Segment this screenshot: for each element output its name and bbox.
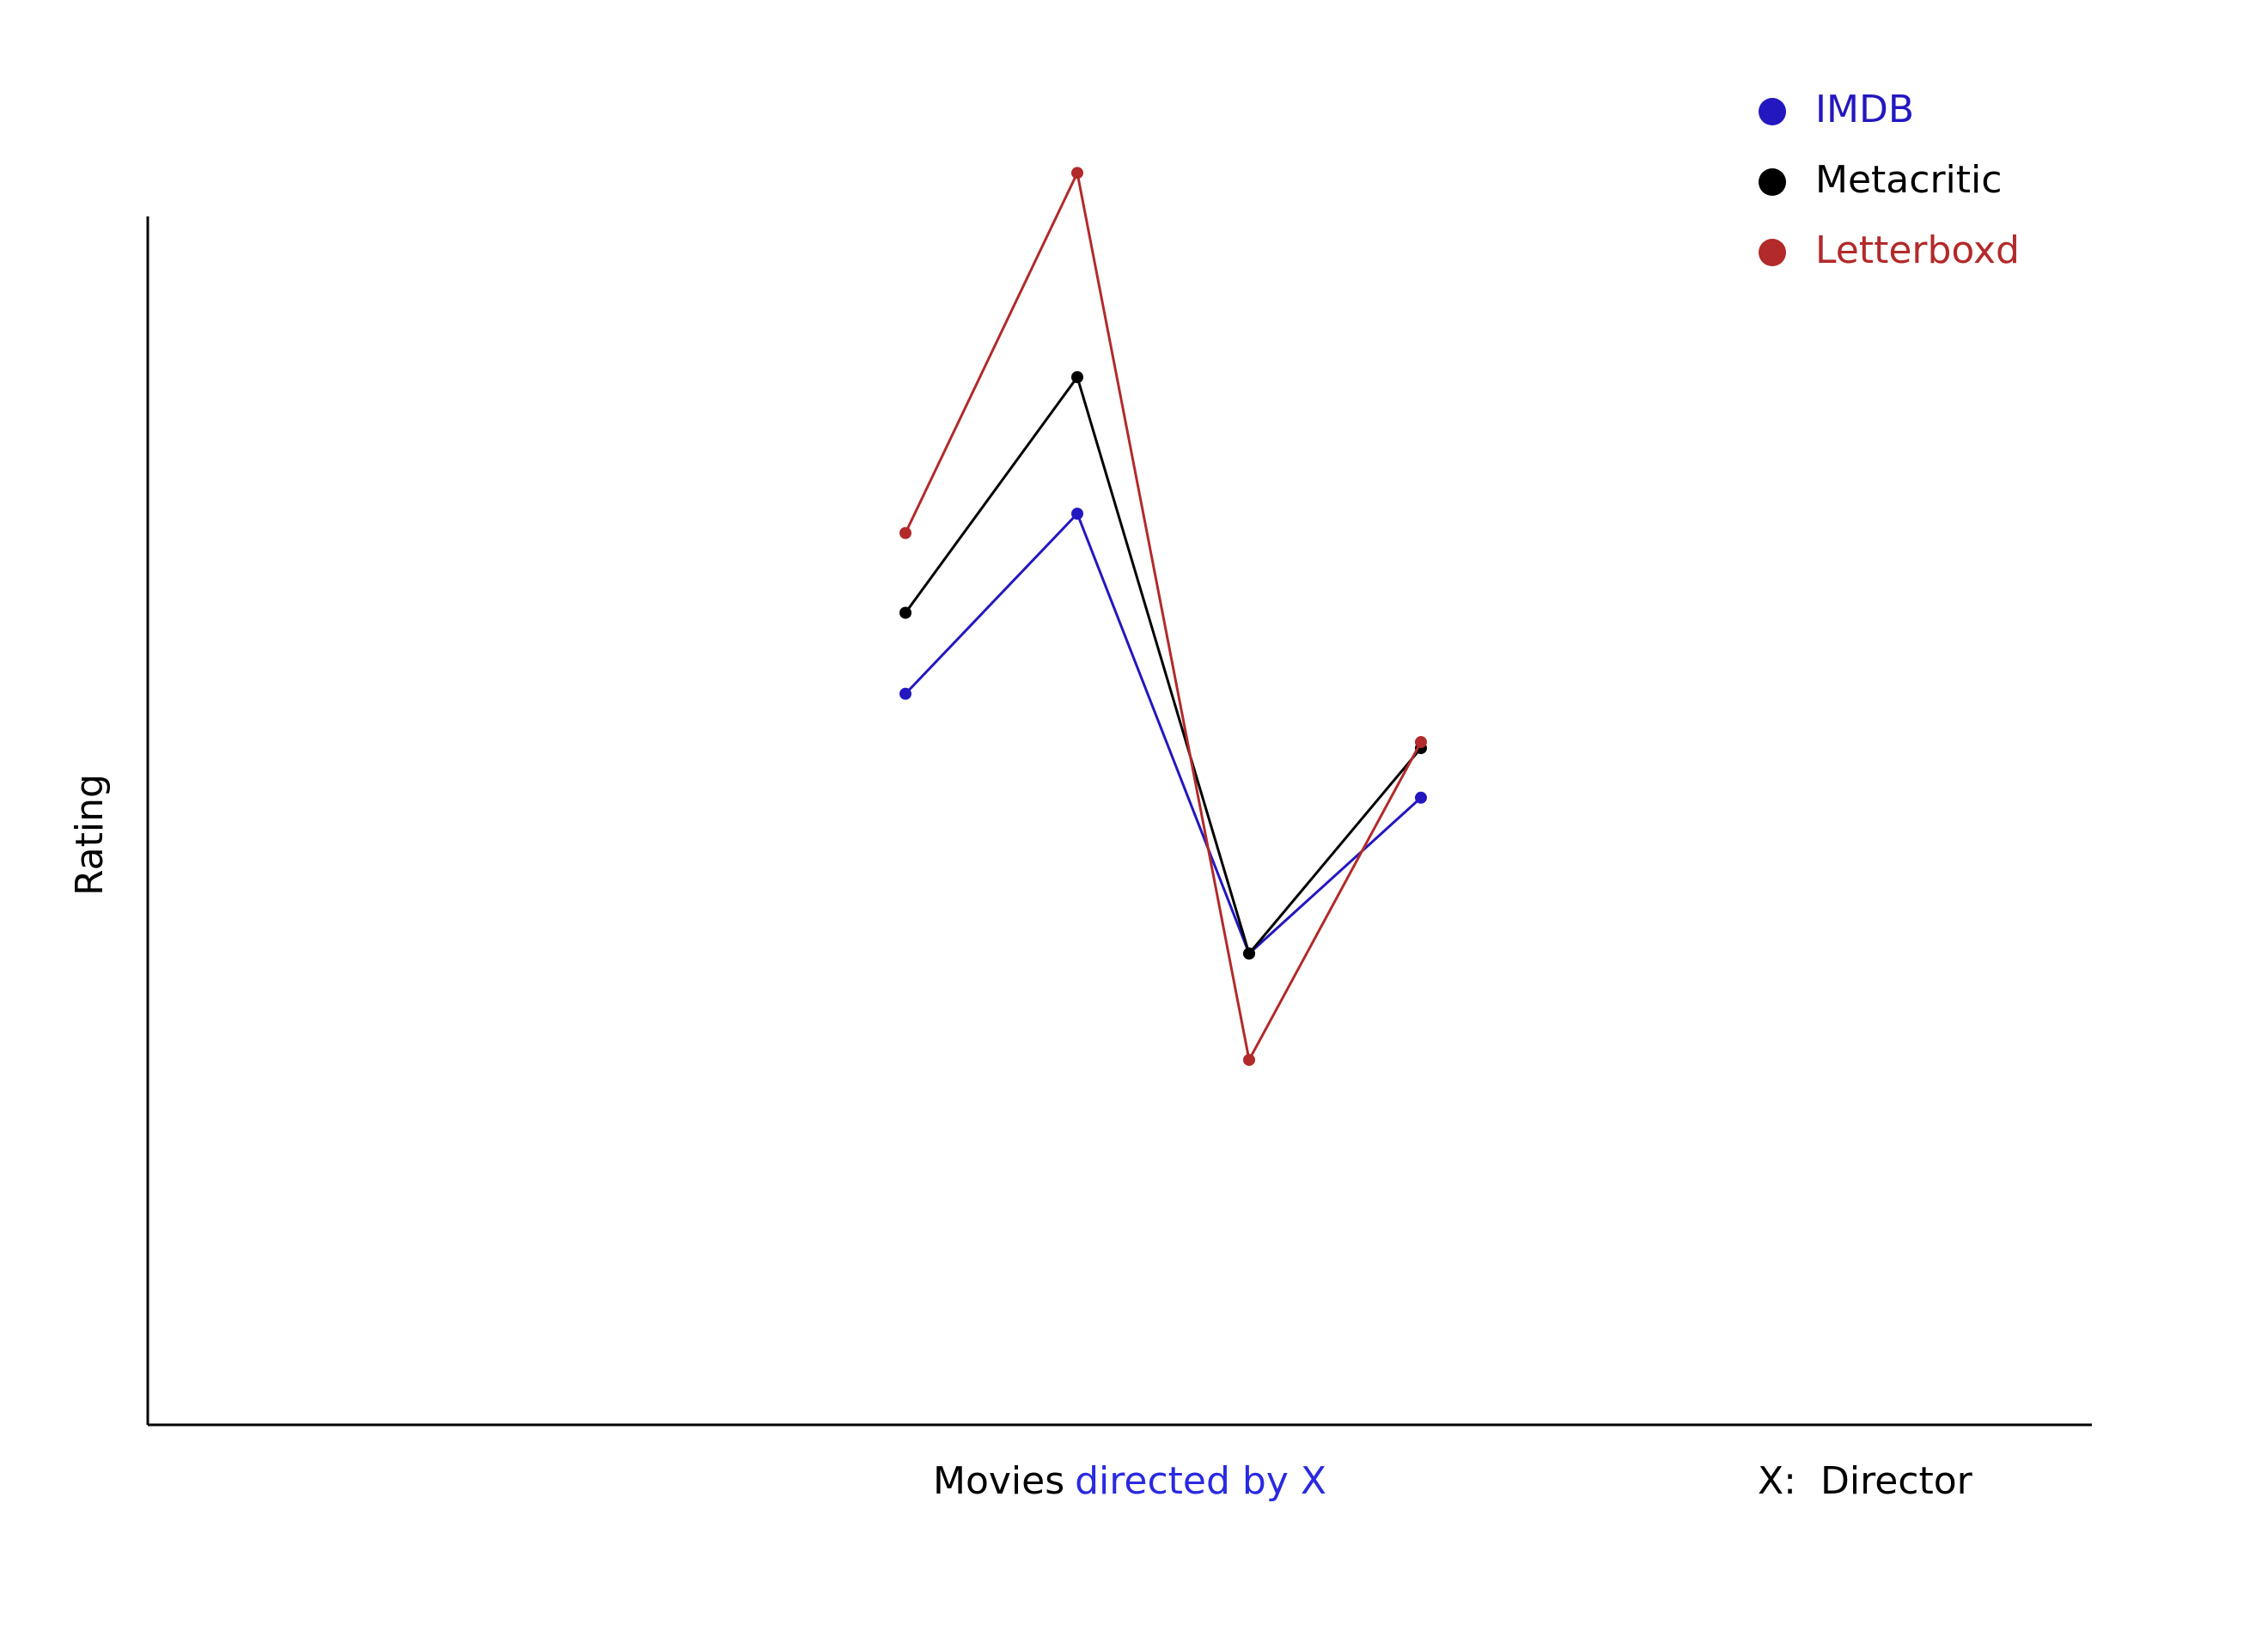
x-axis-label: Movies directed by X <box>933 1459 1326 1503</box>
data-point <box>1415 736 1427 749</box>
legend-marker <box>1759 168 1786 196</box>
data-point <box>1415 791 1427 804</box>
data-point <box>1243 1054 1255 1067</box>
x-label-part: Movies <box>933 1459 1064 1503</box>
data-point <box>1243 947 1255 960</box>
series-line <box>904 168 1423 1064</box>
legend-label: Letterboxd <box>1815 228 2020 272</box>
annotation-key: X: <box>1758 1459 1796 1503</box>
series-line <box>904 374 1423 957</box>
data-point <box>1071 508 1083 520</box>
data-point <box>899 526 911 539</box>
data-point <box>899 687 911 700</box>
x-label-part: directed by X <box>1075 1459 1326 1503</box>
data-point <box>1071 167 1083 180</box>
legend-label: IMDB <box>1815 88 1914 131</box>
series-line <box>904 511 1423 956</box>
legend-label: Metacritic <box>1815 158 2002 202</box>
legend-marker <box>1759 239 1786 266</box>
legend-marker <box>1759 98 1786 125</box>
annotation-text: Director <box>1820 1459 1973 1503</box>
data-point <box>899 606 911 619</box>
y-axis-label: Rating <box>68 774 112 896</box>
data-point <box>1071 371 1083 384</box>
